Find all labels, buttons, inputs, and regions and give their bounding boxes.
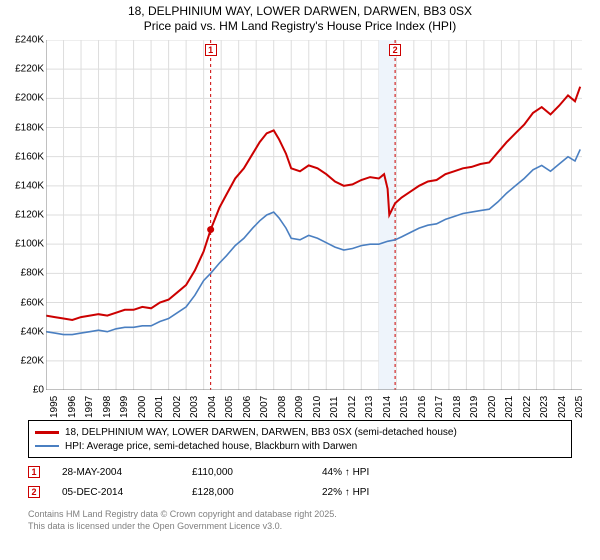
x-axis-tick-label: 2012 [347,396,358,418]
line-chart-svg [46,40,582,390]
transaction-price: £110,000 [192,467,322,478]
y-axis-tick-label: £80K [0,268,44,279]
x-axis-tick-label: 2017 [434,396,445,418]
chart-plot-area [46,40,582,390]
chart-title-block: 18, DELPHINIUM WAY, LOWER DARWEN, DARWEN… [0,0,600,34]
legend-label-price: 18, DELPHINIUM WAY, LOWER DARWEN, DARWEN… [65,427,457,438]
attribution: Contains HM Land Registry data © Crown c… [28,508,572,532]
legend-swatch-price [35,431,59,434]
transaction-delta: 44% ↑ HPI [322,467,462,478]
legend-row-price: 18, DELPHINIUM WAY, LOWER DARWEN, DARWEN… [35,425,565,439]
y-axis-tick-label: £120K [0,210,44,221]
x-axis-tick-label: 1998 [102,396,113,418]
x-axis-tick-label: 2000 [137,396,148,418]
x-axis-tick-label: 2013 [364,396,375,418]
x-axis-tick-label: 2006 [242,396,253,418]
x-axis-tick-label: 2015 [399,396,410,418]
x-axis-tick-label: 2005 [224,396,235,418]
x-axis-tick-label: 1997 [84,396,95,418]
y-axis-tick-label: £140K [0,180,44,191]
y-axis-tick-label: £180K [0,122,44,133]
legend-label-hpi: HPI: Average price, semi-detached house,… [65,441,357,452]
x-axis-tick-label: 2025 [574,396,585,418]
legend-row-hpi: HPI: Average price, semi-detached house,… [35,439,565,453]
x-axis-tick-label: 2008 [277,396,288,418]
x-axis-tick-label: 2022 [522,396,533,418]
transaction-delta: 22% ↑ HPI [322,487,462,498]
x-axis-tick-label: 2021 [504,396,515,418]
transactions-table: 1 28-MAY-2004 £110,000 44% ↑ HPI 2 05-DE… [28,462,572,502]
x-axis-tick-label: 2018 [452,396,463,418]
attribution-line-2: This data is licensed under the Open Gov… [28,520,572,532]
x-axis-tick-label: 2004 [207,396,218,418]
attribution-line-1: Contains HM Land Registry data © Crown c… [28,508,572,520]
transaction-price: £128,000 [192,487,322,498]
transaction-row-marker: 2 [28,486,40,498]
transaction-row: 1 28-MAY-2004 £110,000 44% ↑ HPI [28,462,572,482]
x-axis-tick-label: 2014 [382,396,393,418]
transaction-row-marker: 1 [28,466,40,478]
legend: 18, DELPHINIUM WAY, LOWER DARWEN, DARWEN… [28,420,572,458]
x-axis-tick-label: 1999 [119,396,130,418]
x-axis-tick-label: 2010 [312,396,323,418]
transaction-date: 05-DEC-2014 [62,487,192,498]
y-axis-tick-label: £160K [0,151,44,162]
x-axis-tick-label: 1995 [49,396,60,418]
y-axis-tick-label: £60K [0,297,44,308]
y-axis-tick-label: £40K [0,326,44,337]
x-axis-tick-label: 2009 [294,396,305,418]
x-axis-tick-label: 1996 [67,396,78,418]
x-axis-tick-label: 2003 [189,396,200,418]
title-line-2: Price paid vs. HM Land Registry's House … [0,19,600,34]
transaction-row: 2 05-DEC-2014 £128,000 22% ↑ HPI [28,482,572,502]
x-axis-tick-label: 2002 [172,396,183,418]
x-axis-tick-label: 2019 [469,396,480,418]
y-axis-tick-label: £20K [0,355,44,366]
x-axis-tick-label: 2007 [259,396,270,418]
x-axis-tick-label: 2011 [329,396,340,418]
x-axis-tick-label: 2023 [539,396,550,418]
x-axis-tick-label: 2024 [557,396,568,418]
legend-swatch-hpi [35,445,59,447]
y-axis-tick-label: £220K [0,64,44,75]
x-axis-tick-label: 2001 [154,396,165,418]
x-axis-tick-label: 2020 [487,396,498,418]
y-axis-tick-label: £0 [0,385,44,396]
transaction-marker: 1 [205,44,217,56]
y-axis-tick-label: £240K [0,35,44,46]
transaction-date: 28-MAY-2004 [62,467,192,478]
y-axis-tick-label: £100K [0,239,44,250]
transaction-marker: 2 [389,44,401,56]
x-axis-tick-label: 2016 [417,396,428,418]
title-line-1: 18, DELPHINIUM WAY, LOWER DARWEN, DARWEN… [0,4,600,19]
y-axis-tick-label: £200K [0,93,44,104]
